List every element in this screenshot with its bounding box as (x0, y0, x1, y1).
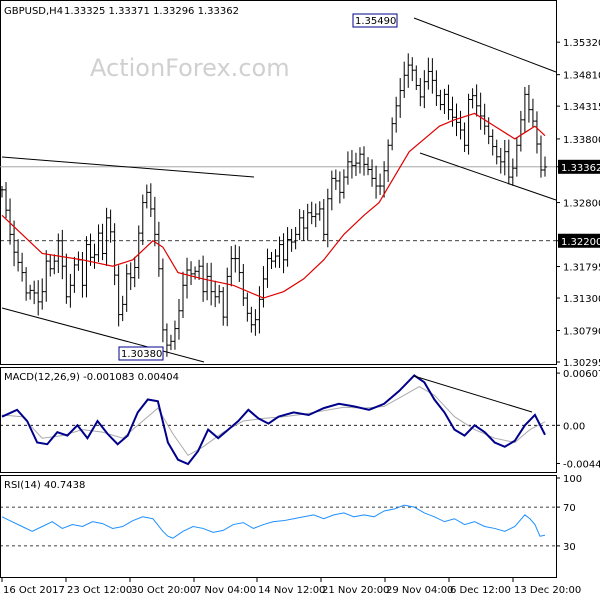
upper-trendline-left (1, 156, 255, 178)
macd-tick-label: 0.00 (563, 421, 585, 432)
upper-trendline-right (413, 17, 557, 73)
annotation-box (118, 346, 164, 361)
watermark: ActionForex.com (90, 54, 290, 82)
price-tick-label: 1.32800 (563, 199, 600, 210)
price-tick-label: 1.34810 (563, 71, 600, 82)
time-tick-label: 16 Oct 2017 (3, 585, 65, 596)
rsi-panel-frame (0, 475, 557, 578)
macd-line (1, 374, 546, 466)
support-price-box (558, 233, 600, 248)
moving-average-line (1, 112, 546, 299)
macd-trendline (413, 375, 533, 413)
price-grid (0, 166, 556, 242)
annotation-box (352, 13, 398, 28)
price-tick-label: 1.34315 (563, 102, 600, 113)
high-annotation: 1.35490 (355, 16, 396, 27)
time-tick-label: 29 Nov 04:00 (386, 585, 453, 596)
price-panel-frame (0, 0, 557, 365)
last-price-label: 1.33362 (561, 163, 600, 174)
lower-trendline-left (1, 307, 205, 363)
macd-plot: 0.006073 0.00 -0.004441 (0, 369, 600, 470)
rsi-title: RSI(14) 40.7438 (4, 480, 85, 491)
low-annotation: 1.30380 (121, 349, 162, 360)
rsi-line (1, 504, 546, 539)
macd-panel-frame (0, 367, 557, 473)
price-tick-label: 1.31300 (563, 294, 600, 305)
chart-symbol: GBPUSD,H4 (4, 6, 63, 17)
moving-average (1, 112, 546, 299)
rsi-tick-label: 100 (563, 474, 582, 485)
macd-title: MACD(12,26,9) -0.001083 0.00404 (4, 372, 179, 383)
time-tick-label: 13 Dec 20:00 (514, 585, 581, 596)
time-tick-label: 30 Oct 20:00 (131, 585, 196, 596)
last-price-box (558, 159, 600, 174)
support-price-label: 1.32200 (561, 237, 600, 248)
macd-signal-line (1, 386, 546, 457)
time-tick-label: 6 Dec 12:00 (450, 585, 511, 596)
macd-tick-label: -0.004441 (563, 459, 600, 470)
lower-trendline-right (419, 152, 557, 201)
price-tick-label: 1.30295 (563, 358, 600, 369)
price-tick-label: 1.31795 (563, 263, 600, 274)
price-annotations: 1.35490 1.30380 (118, 13, 398, 361)
chart-quote: 1.33325 1.33371 1.33296 1.33362 (64, 6, 239, 17)
price-axis: 1.35320 1.34810 1.34315 1.33800 1.33362 1.328… (556, 38, 600, 369)
price-tick-label: 1.35320 (563, 38, 600, 49)
rsi-tick-label: 30 (563, 542, 576, 553)
rsi-plot: 100 70 30 (0, 474, 582, 553)
time-tick-label: 14 Nov 12:00 (258, 585, 325, 596)
price-tick-label: 1.33800 (563, 135, 600, 146)
time-tick-label: 23 Oct 12:00 (67, 585, 132, 596)
price-tick-label: 1.30790 (563, 326, 600, 337)
price-trendlines (1, 17, 557, 363)
price-bars (0, 53, 547, 357)
time-tick-label: 21 Nov 20:00 (322, 585, 389, 596)
rsi-tick-label: 70 (563, 503, 576, 514)
time-tick-label: 7 Nov 04:00 (195, 585, 256, 596)
macd-tick-label: 0.006073 (563, 369, 600, 380)
